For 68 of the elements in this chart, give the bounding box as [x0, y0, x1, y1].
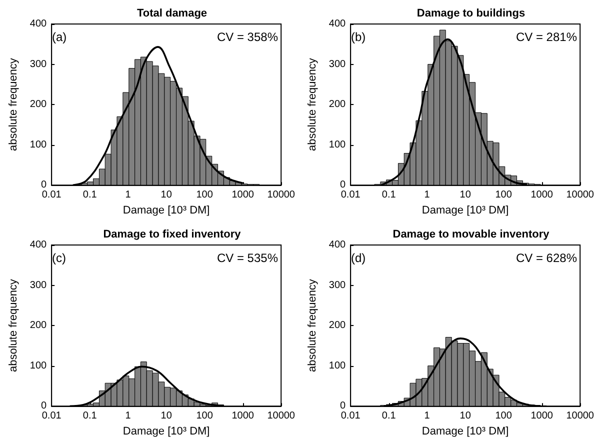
chart-title: Damage to movable inventory [392, 228, 550, 240]
y-tick-label: 100 [30, 139, 48, 150]
x-tick-label: 1000 [530, 410, 554, 422]
x-tick-label: 10 [160, 410, 172, 422]
x-tick-label: 100 [196, 410, 214, 422]
y-tick-label: 0 [340, 400, 346, 412]
y-tick-label: 100 [328, 139, 346, 150]
y-tick-label: 0 [340, 180, 346, 191]
x-tick-label: 10 [460, 410, 472, 422]
x-tick-label: 100 [495, 410, 512, 422]
x-tick-label: 0.1 [382, 190, 396, 201]
x-axis-title: Damage [10³ DM] [422, 426, 509, 438]
chart-title: Damage to fixed inventory [103, 228, 242, 240]
x-tick-label: 0.1 [82, 190, 98, 201]
annotation: (d) [351, 251, 366, 265]
y-tick-label: 200 [328, 320, 346, 332]
y-tick-label: 400 [328, 18, 346, 30]
y-tick-label: 400 [328, 240, 346, 250]
annotation: CV = 358% [216, 30, 278, 44]
x-tick-label: 100 [495, 190, 512, 201]
y-tick-label: 100 [328, 360, 346, 372]
x-tick-label: 10 [160, 190, 172, 201]
y-axis-title: absolute frequency [306, 58, 318, 152]
x-tick-label: 100 [196, 190, 214, 201]
y-tick-label: 200 [328, 99, 346, 110]
x-axis-title: Damage [10³ DM] [122, 426, 210, 438]
x-tick-label: 1 [125, 190, 132, 201]
y-axis-title: absolute frequency [8, 58, 20, 152]
annotation: (b) [351, 30, 366, 44]
annotation: CV = 535% [216, 251, 278, 265]
x-tick-label: 10000 [267, 410, 296, 422]
y-tick-label: 200 [30, 99, 48, 110]
y-tick-label: 300 [30, 280, 48, 291]
y-tick-label: 300 [328, 280, 346, 291]
x-axis-title: Damage [10³ DM] [122, 204, 210, 216]
y-tick-label: 200 [30, 320, 48, 332]
y-tick-label: 300 [328, 58, 346, 70]
annotation: (c) [52, 251, 66, 265]
y-tick-label: 0 [41, 180, 48, 191]
x-tick-label: 1000 [530, 190, 554, 201]
annotation: CV = 281% [516, 30, 578, 44]
y-tick-label: 100 [30, 360, 48, 372]
chart-title: Damage to buildings [416, 8, 526, 20]
y-axis-title: absolute frequency [8, 278, 20, 372]
y-axis-title: absolute frequency [306, 278, 318, 372]
x-tick-label: 10 [460, 190, 472, 201]
x-tick-label: 1000 [232, 190, 254, 201]
x-tick-label: 0.01 [340, 190, 361, 201]
y-tick-label: 400 [30, 18, 48, 30]
x-axis-title: Damage [10³ DM] [422, 204, 509, 216]
x-tick-label: 1 [424, 190, 430, 201]
x-tick-label: 1 [424, 410, 430, 422]
y-tick-label: 400 [30, 240, 48, 250]
x-tick-label: 0.01 [42, 410, 62, 422]
x-tick-label: 10000 [566, 410, 594, 422]
x-tick-label: 10000 [566, 190, 594, 201]
x-tick-label: 0.1 [382, 410, 396, 422]
x-tick-label: 0.01 [42, 190, 62, 201]
x-tick-label: 0.01 [340, 410, 361, 422]
x-tick-label: 1000 [232, 410, 254, 422]
annotation: CV = 628% [516, 251, 578, 265]
chart-title: Total damage [136, 8, 208, 20]
x-tick-label: 0.1 [82, 410, 98, 422]
x-tick-label: 1 [125, 410, 132, 422]
y-tick-label: 0 [41, 400, 48, 412]
annotation: (a) [52, 30, 67, 44]
x-tick-label: 10000 [267, 190, 296, 201]
y-tick-label: 300 [30, 58, 48, 70]
